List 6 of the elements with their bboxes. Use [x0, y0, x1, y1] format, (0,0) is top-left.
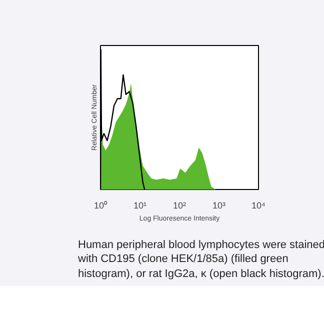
x-tick-label: 10⁰ — [94, 200, 108, 210]
x-tick-label: 10¹ — [133, 200, 147, 210]
text: Human peripheral blood lymphocytes were stained with CD195 (clone HEK/1/85a) (filled green histogram), or rat IgG2a, κ (open black histogram). — [78, 238, 324, 281]
x-tick-label: 10² — [172, 200, 186, 210]
x-tick-label: 10³ — [212, 200, 226, 210]
x-tick-label: 10⁴ — [252, 200, 266, 210]
